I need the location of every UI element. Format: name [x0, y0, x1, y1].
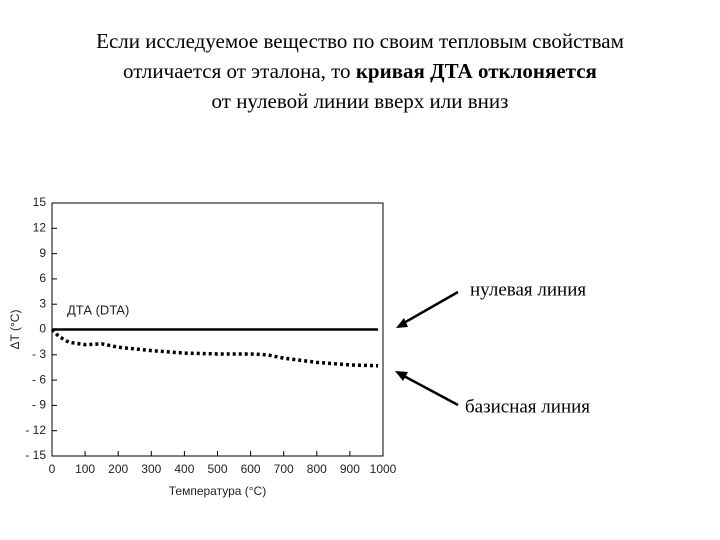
y-tick-label: 12: [33, 220, 47, 234]
y-tick-label: 9: [39, 246, 46, 260]
heading: Если исследуемое вещество по своим тепло…: [0, 26, 720, 116]
y-tick-label: - 15: [25, 448, 46, 462]
y-tick-label: 0: [39, 322, 46, 336]
y-tick-label: 15: [33, 195, 47, 209]
x-tick-label: 500: [207, 462, 227, 476]
arrow: [401, 373, 459, 407]
x-tick-label: 1000: [370, 462, 397, 476]
heading-line: от нулевой линии вверх или вниз: [211, 89, 509, 113]
y-tick-label: 3: [39, 296, 46, 310]
y-tick-label: 6: [39, 271, 46, 285]
y-tick-label: - 9: [32, 398, 46, 412]
x-tick-label: 600: [241, 462, 261, 476]
x-tick-label: 0: [49, 462, 56, 476]
series-label: базисная линия: [465, 396, 590, 417]
x-tick-label: 700: [274, 462, 294, 476]
y-tick-label: - 3: [32, 347, 46, 361]
y-tick-label: - 12: [25, 423, 46, 437]
series-line: [50, 328, 379, 368]
annotation: ДТА (DTA): [67, 302, 129, 317]
x-tick-label: 100: [75, 462, 95, 476]
arrow-head: [396, 318, 408, 328]
y-axis-label: ΔT (°C): [8, 310, 22, 350]
arrow-head: [395, 371, 408, 381]
x-tick-label: 300: [141, 462, 161, 476]
arrow: [401, 290, 459, 326]
heading-line: отличается от эталона, то кривая ДТА отк…: [0, 56, 720, 86]
x-tick-label: 200: [108, 462, 128, 476]
x-axis-label: Температура (°C): [169, 484, 266, 498]
x-tick-label: 900: [340, 462, 360, 476]
series-label: нулевая линия: [470, 279, 586, 300]
x-tick-label: 400: [174, 462, 194, 476]
heading-bold: кривая ДТА отклоняется: [355, 59, 597, 83]
heading-text: отличается от эталона, то: [123, 59, 351, 83]
heading-line: Если исследуемое вещество по своим тепло…: [96, 29, 624, 53]
x-tick-label: 800: [307, 462, 327, 476]
y-tick-label: - 6: [32, 372, 46, 386]
